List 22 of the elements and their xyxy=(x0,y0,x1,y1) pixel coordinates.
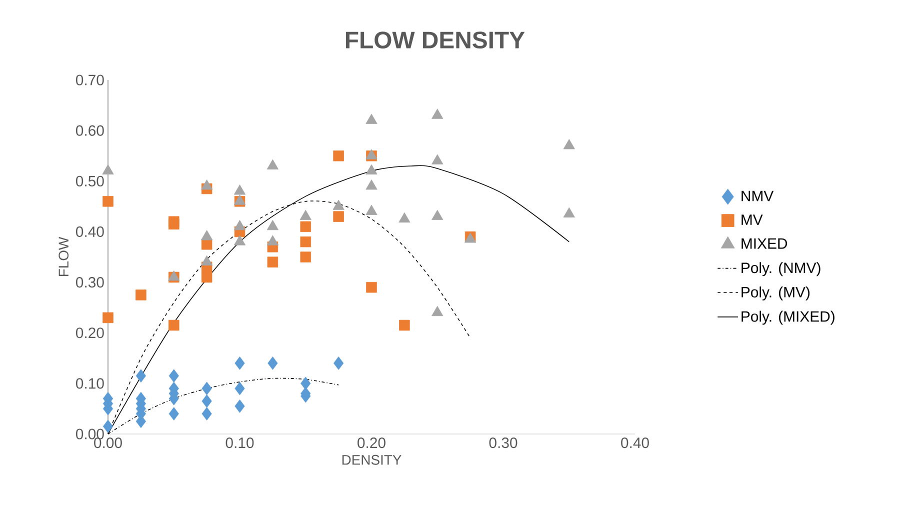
legend-label: MV xyxy=(742,214,763,225)
chart-title: FLOW DENSITY xyxy=(346,32,525,49)
y-axis-title: FLOW xyxy=(58,236,69,276)
x-tick-label: 0.30 xyxy=(489,438,518,448)
x-tick-label: 0.10 xyxy=(226,438,254,448)
y-tick-label: 0.70 xyxy=(76,74,104,86)
y-tick-label: 0.10 xyxy=(76,378,104,389)
x-tick-label: 0.00 xyxy=(94,438,122,448)
legend-label: Poly. (MV) xyxy=(742,286,810,300)
x-tick-label: 0.20 xyxy=(358,438,386,448)
y-tick-label: 0.20 xyxy=(76,328,104,338)
legend-label: Poly. (NMV) xyxy=(742,262,820,276)
legend-label: NMV xyxy=(742,190,774,202)
x-axis-title: DENSITY xyxy=(342,454,402,465)
y-tick-label: 0.50 xyxy=(76,176,104,186)
legend-label: MIXED xyxy=(742,238,788,249)
y-tick-label: 0.30 xyxy=(76,276,104,288)
legend-label: Poly. (MIXED) xyxy=(742,310,834,325)
y-tick-label: 0.00 xyxy=(76,428,104,440)
x-tick-label: 0.40 xyxy=(621,438,649,448)
y-tick-label: 0.40 xyxy=(76,226,104,237)
y-tick-label: 0.60 xyxy=(76,125,104,136)
